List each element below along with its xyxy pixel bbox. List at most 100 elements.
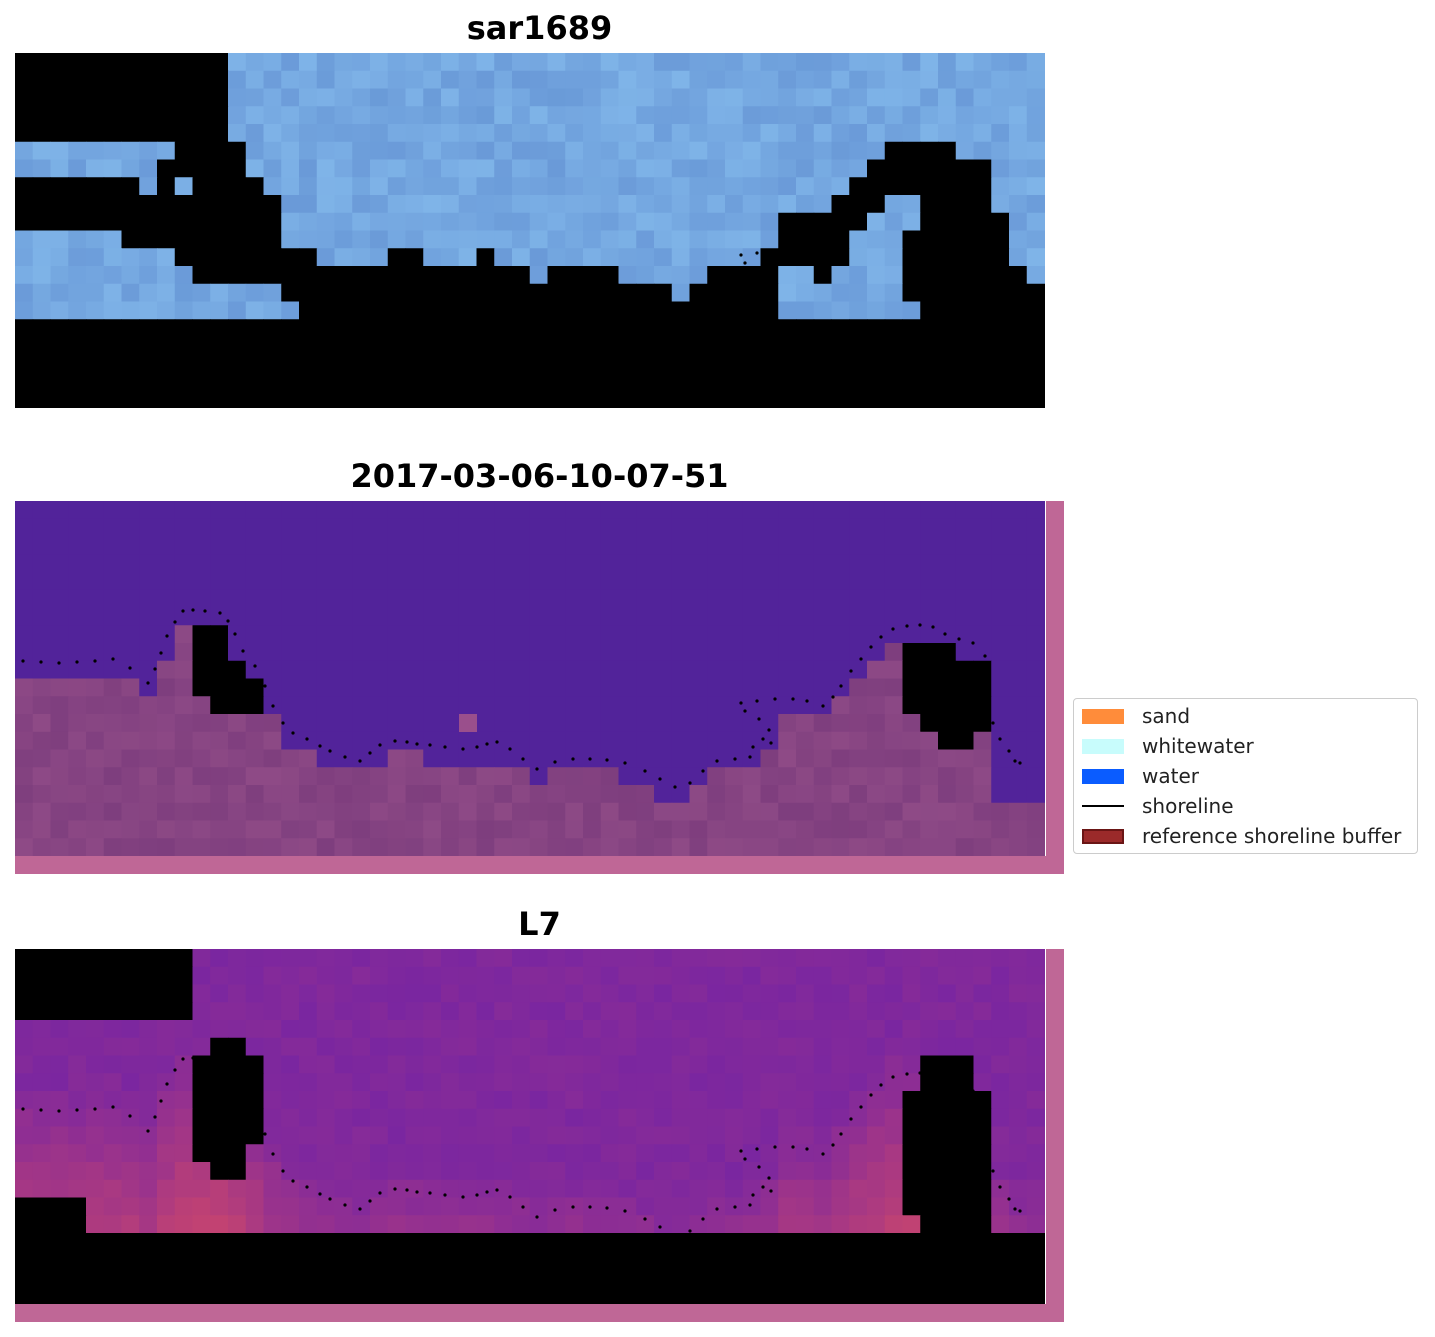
pixel xyxy=(245,159,264,178)
pixel xyxy=(1026,1055,1045,1074)
pixel xyxy=(796,70,815,89)
pixel xyxy=(192,319,211,338)
shoreline-point xyxy=(165,634,169,638)
pixel xyxy=(512,749,531,768)
pixel xyxy=(139,1108,158,1127)
pixel xyxy=(494,1250,513,1269)
pixel xyxy=(547,53,566,72)
pixel xyxy=(228,1286,247,1305)
pixel xyxy=(86,1286,105,1305)
pixel xyxy=(512,177,531,196)
pixel xyxy=(547,266,566,285)
pixel xyxy=(618,177,637,196)
pixel xyxy=(316,1233,335,1252)
pixel xyxy=(742,106,761,125)
pixel xyxy=(600,230,619,249)
pixel xyxy=(955,1073,974,1092)
pixel xyxy=(68,589,87,608)
pixel xyxy=(50,212,69,231)
pixel xyxy=(423,70,442,89)
pixel xyxy=(458,177,477,196)
pixel xyxy=(725,88,744,107)
pixel xyxy=(387,266,406,285)
pixel xyxy=(796,195,815,214)
pixel xyxy=(760,1055,779,1074)
shoreline-point xyxy=(715,759,719,763)
pixel xyxy=(15,248,34,267)
pixel xyxy=(139,1126,158,1145)
pixel xyxy=(1026,354,1045,373)
pixel xyxy=(796,159,815,178)
pixel xyxy=(618,1197,637,1216)
pixel xyxy=(387,696,406,715)
shoreline-point xyxy=(291,731,295,735)
pixel xyxy=(121,554,140,573)
pixel xyxy=(192,714,211,733)
pixel xyxy=(210,554,229,573)
pixel xyxy=(32,949,51,968)
pixel xyxy=(458,337,477,356)
pixel xyxy=(334,749,353,768)
pixel xyxy=(32,749,51,768)
pixel xyxy=(778,106,797,125)
pixel xyxy=(902,536,921,555)
pixel xyxy=(565,195,584,214)
pixel xyxy=(1026,554,1045,573)
pixel xyxy=(121,1144,140,1163)
pixel xyxy=(387,1144,406,1163)
pixel xyxy=(103,372,122,391)
pixel xyxy=(458,660,477,679)
pixel xyxy=(458,266,477,285)
pixel xyxy=(991,1268,1010,1287)
pixel xyxy=(778,159,797,178)
shoreline-point xyxy=(755,699,759,703)
pixel xyxy=(867,1144,886,1163)
shoreline-point xyxy=(233,632,237,636)
pixel xyxy=(725,554,744,573)
pixel xyxy=(245,177,264,196)
pixel xyxy=(849,1073,868,1092)
classified-image-panel xyxy=(15,501,1064,874)
pixel xyxy=(867,572,886,591)
pixel xyxy=(902,696,921,715)
pixel xyxy=(157,572,176,591)
pixel xyxy=(103,1179,122,1198)
pixel xyxy=(32,1268,51,1287)
pixel xyxy=(742,731,761,750)
pixel xyxy=(529,1002,548,1021)
pixel xyxy=(387,714,406,733)
pixel xyxy=(192,1215,211,1234)
pixel xyxy=(423,625,442,644)
pixel xyxy=(352,1108,371,1127)
pixel xyxy=(228,337,247,356)
pixel xyxy=(1026,390,1045,408)
pixel xyxy=(103,1126,122,1145)
pixel xyxy=(316,838,335,857)
pixel xyxy=(796,248,815,267)
pixel xyxy=(725,124,744,143)
pixel xyxy=(1009,1179,1028,1198)
pixel xyxy=(813,319,832,338)
pixel xyxy=(938,88,957,107)
pixel xyxy=(103,536,122,555)
pixel xyxy=(210,984,229,1003)
pixel xyxy=(689,984,708,1003)
pixel xyxy=(991,589,1010,608)
pixel xyxy=(849,301,868,320)
pixel xyxy=(565,1286,584,1305)
pixel xyxy=(174,1250,193,1269)
pixel xyxy=(565,248,584,267)
pixel xyxy=(281,230,300,249)
pixel xyxy=(103,1286,122,1305)
pixel xyxy=(618,838,637,857)
pixel xyxy=(405,1073,424,1092)
pixel xyxy=(32,124,51,143)
pixel xyxy=(32,1179,51,1198)
pixel xyxy=(902,195,921,214)
shoreline-point xyxy=(605,310,609,314)
pixel xyxy=(636,714,655,733)
pixel xyxy=(192,124,211,143)
pixel xyxy=(228,283,247,302)
pixel xyxy=(849,1268,868,1287)
pixel xyxy=(600,283,619,302)
